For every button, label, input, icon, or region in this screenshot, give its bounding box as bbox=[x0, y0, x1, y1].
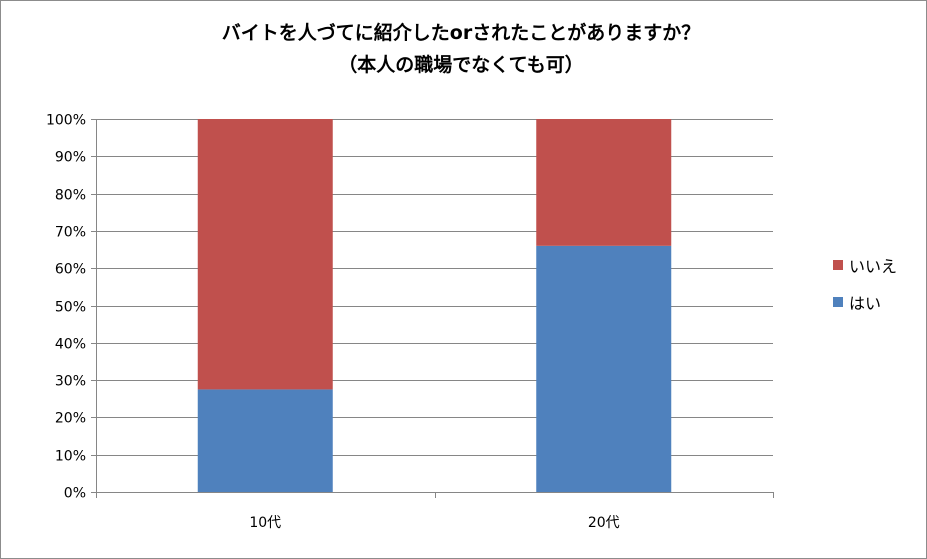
y-tick-label: 60% bbox=[55, 262, 86, 278]
bar-hai-1 bbox=[197, 389, 333, 492]
chart-title-line-1: バイトを人づてに紹介したorされたことがありますか？ bbox=[221, 22, 701, 44]
chart-title: バイトを人づてに紹介したorされたことがありますか？ （本人の職場でなくても可） bbox=[151, 17, 771, 81]
y-tick-label: 20% bbox=[55, 411, 86, 427]
bar-iie-2 bbox=[536, 119, 672, 246]
y-tick-label: 90% bbox=[55, 150, 86, 166]
y-tick-label: 0% bbox=[64, 486, 86, 502]
legend-item-iie: いいえ bbox=[833, 253, 897, 277]
y-tick-label: 80% bbox=[55, 188, 86, 204]
bar-iie-1 bbox=[197, 119, 333, 390]
y-tick-label: 50% bbox=[55, 300, 86, 316]
y-tick-label: 30% bbox=[55, 374, 86, 390]
y-tick-label: 100% bbox=[46, 113, 86, 129]
y-tick-label: 70% bbox=[55, 225, 86, 241]
legend-label-iie: いいえ bbox=[849, 257, 898, 276]
y-tick-label: 10% bbox=[55, 449, 86, 465]
legend-label-hai: はい bbox=[849, 294, 882, 313]
legend-swatch-iie bbox=[833, 260, 843, 270]
chart-title-line-2: （本人の職場でなくても可） bbox=[338, 54, 584, 76]
x-tick-label: 10代 bbox=[249, 515, 281, 531]
legend-swatch-hai bbox=[833, 297, 843, 307]
legend-item-hai: はい bbox=[833, 290, 881, 314]
bar-hai-2 bbox=[536, 245, 672, 492]
y-tick-label: 40% bbox=[55, 337, 86, 353]
x-tick-label: 20代 bbox=[588, 515, 620, 531]
